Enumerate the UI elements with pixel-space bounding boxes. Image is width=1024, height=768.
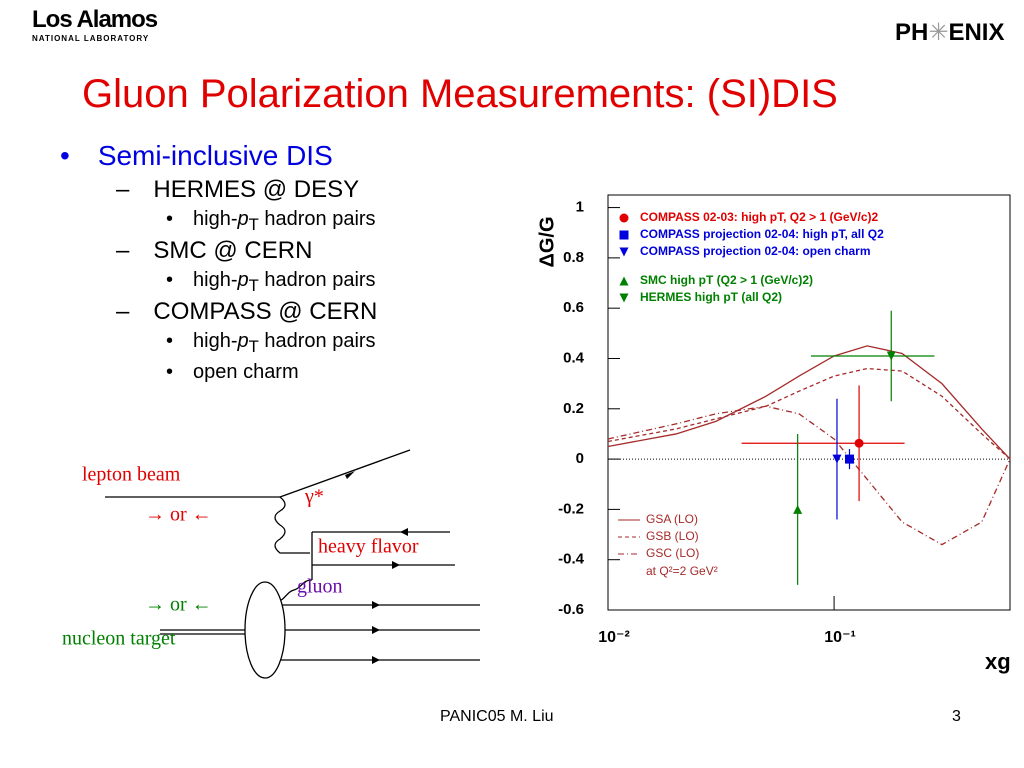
bullet-part: T xyxy=(248,276,259,295)
legend-label: SMC high pT (Q2 > 1 (GeV/c)2) xyxy=(640,273,813,287)
bullet-part: p xyxy=(237,208,249,230)
y-tick-label: -0.4 xyxy=(558,551,585,568)
theory-curve xyxy=(607,367,1011,460)
bullet-main: • Semi-inclusive DIS xyxy=(60,140,333,171)
sub-bullet: – COMPASS @ CERN xyxy=(116,298,378,325)
photon-label: γ* xyxy=(304,486,324,508)
y-tick-label: -0.2 xyxy=(558,500,584,517)
y-tick-label: 0.2 xyxy=(563,400,584,417)
target-label: nucleon target xyxy=(62,628,176,650)
bullet-part: open charm xyxy=(193,361,299,383)
data-point xyxy=(886,351,896,361)
logo-right: ENIX xyxy=(948,19,1005,46)
chart: ΔG/G xg -0.6 -0.4 -0.2 0 0.2 0.4 0.6 0.8 1 10⁻² 10… xyxy=(536,194,1011,674)
data-point xyxy=(854,438,864,448)
x-axis-title: xg xyxy=(985,649,1011,674)
footer-text: PANIC05 M. Liu xyxy=(440,708,554,725)
sub-bullet: – SMC @ CERN xyxy=(116,237,313,264)
sub-sub-bullet: • high-pT hadron pairs xyxy=(166,330,376,356)
bullet-part: hadron pairs xyxy=(258,208,376,230)
gluon-label: gluon xyxy=(297,576,343,598)
legend-marker xyxy=(619,276,629,286)
bullet-part: p xyxy=(237,269,249,291)
bullet-part: p xyxy=(237,330,249,352)
sub-sub-bullet: • high-pT hadron pairs xyxy=(166,269,376,295)
data-point xyxy=(793,504,803,514)
y-tick-label: 0.6 xyxy=(563,299,584,316)
y-tick-label: 1 xyxy=(576,199,584,216)
page-number: 3 xyxy=(952,708,961,725)
y-tick-label: 0.4 xyxy=(563,349,585,366)
legend-label: COMPASS 02-03: high pT, Q2 > 1 (GeV/c)2 xyxy=(640,210,878,224)
heavy-flavor-label: heavy flavor xyxy=(318,536,419,558)
legend-label: COMPASS projection 02-04: open charm xyxy=(640,244,871,258)
bullet-part: hadron pairs xyxy=(258,330,376,352)
data-point xyxy=(832,454,842,464)
legend-label: GSA (LO) xyxy=(646,512,698,526)
y-tick-label: -0.6 xyxy=(558,601,584,618)
legend-marker xyxy=(619,247,629,257)
lepton-label: lepton beam xyxy=(82,464,181,486)
logo-left: PH xyxy=(895,19,929,46)
sub-bullet: – HERMES @ DESY xyxy=(116,176,360,203)
plot-frame xyxy=(607,194,1011,611)
legend-label: HERMES high pT (all Q2) xyxy=(640,290,782,304)
lab-sub: NATIONAL LABORATORY xyxy=(32,34,150,43)
legend-marker xyxy=(619,293,629,303)
legend-marker xyxy=(619,230,629,240)
feynman-diagram: lepton beam → or ← γ* heavy flavor gluon… xyxy=(62,449,480,679)
bullet-part: high- xyxy=(193,208,238,230)
bullet-part: high- xyxy=(193,269,238,291)
curve-note: at Q²=2 GeV² xyxy=(646,564,718,578)
bullet-text: Semi-inclusive DIS xyxy=(97,140,333,171)
bullet-part: high- xyxy=(193,330,238,352)
legend-label: COMPASS projection 02-04: high pT, all Q… xyxy=(640,227,884,241)
lab-name: Los Alamos xyxy=(32,6,158,33)
bullet-list: • Semi-inclusive DIS – HERMES @ DESY • hig… xyxy=(60,140,520,384)
lepton-arrows: → or ← xyxy=(145,504,212,526)
sub-bullet-text: COMPASS @ CERN xyxy=(153,298,378,325)
data-point xyxy=(844,454,854,464)
x-tick-label: 10⁻² xyxy=(598,629,630,646)
legend-label: GSB (LO) xyxy=(646,529,699,543)
legend-label: GSC (LO) xyxy=(646,546,699,560)
sub-sub-bullet: • open charm xyxy=(166,361,299,383)
y-axis-title: ΔG/G xyxy=(536,216,558,267)
lab-logo: Los Alamos NATIONAL LABORATORY xyxy=(10,6,158,43)
sub-sub-bullet: • high-pT hadron pairs xyxy=(166,208,376,234)
sub-bullet-text: SMC @ CERN xyxy=(153,237,313,264)
bullet-part: T xyxy=(248,215,259,234)
y-tick-label: 0.8 xyxy=(563,249,584,266)
slide-title: Gluon Polarization Measurements: (SI)DIS xyxy=(82,72,838,116)
theory-curve xyxy=(607,405,1011,546)
legend-marker xyxy=(619,213,629,223)
bullet-part: T xyxy=(248,337,259,356)
phenix-logo: PH✳ENIX xyxy=(895,18,1004,47)
logo-star: ✳ xyxy=(928,19,949,46)
y-tick-label: 0 xyxy=(576,450,584,467)
bullet-part: hadron pairs xyxy=(258,269,376,291)
target-arrows: → or ← xyxy=(145,594,212,616)
x-tick-label: 10⁻¹ xyxy=(824,629,856,646)
sub-bullet-text: HERMES @ DESY xyxy=(153,176,360,203)
theory-curve xyxy=(607,345,1011,460)
